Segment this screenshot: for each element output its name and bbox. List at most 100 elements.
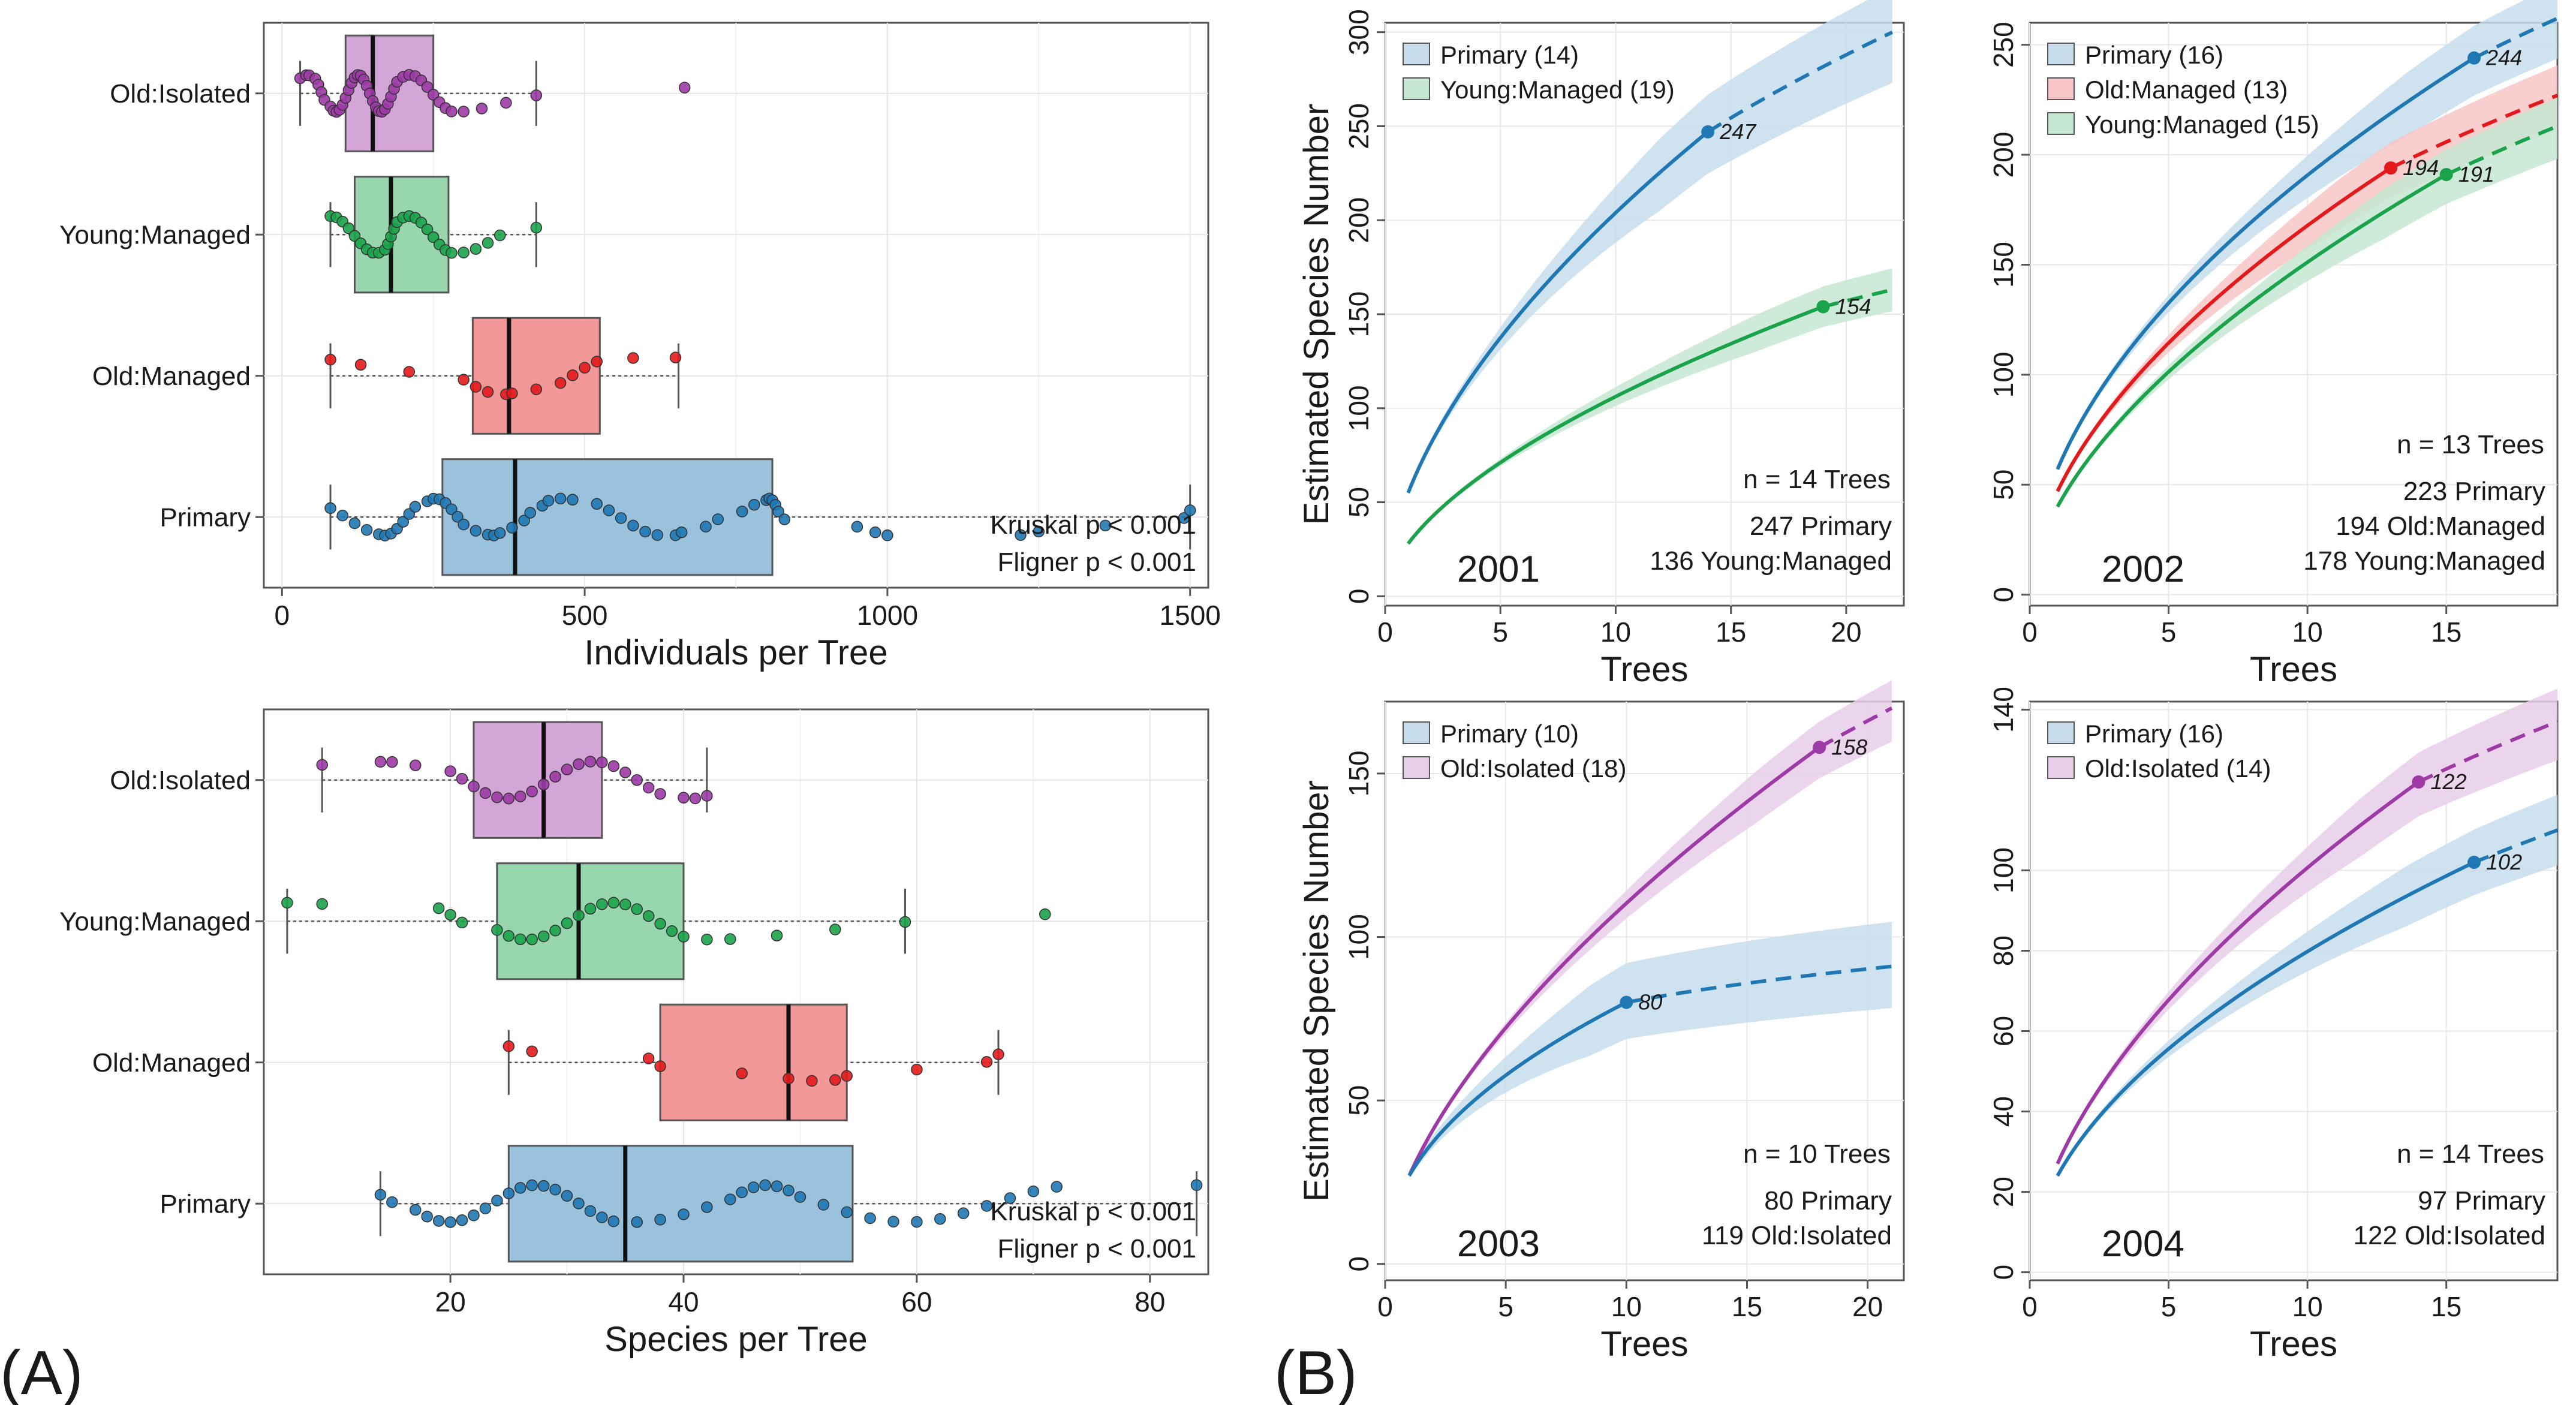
extrapolation-line-old-isolated xyxy=(1818,706,1893,749)
sample-point-label: 158 xyxy=(1831,735,1867,759)
box xyxy=(659,1003,848,1121)
data-point xyxy=(354,359,367,371)
data-point xyxy=(444,1216,456,1228)
data-point xyxy=(642,781,655,794)
data-point xyxy=(281,896,293,909)
data-point xyxy=(573,758,585,771)
data-point xyxy=(1099,519,1112,532)
sample-point-primary xyxy=(1620,995,1633,1009)
y-tick-label: 50 xyxy=(1343,1085,1374,1116)
data-point xyxy=(1027,1185,1040,1198)
curves-B-2003: 0 5 10 15 20 0 50 100 150 158 80 Primary (10) Old:Is… xyxy=(1297,680,1905,1364)
data-point xyxy=(631,1216,643,1228)
summary-annotation: n = 13 Trees xyxy=(2397,430,2544,459)
data-point xyxy=(573,909,585,922)
x-tick-label: 5 xyxy=(1498,1291,1513,1322)
data-point xyxy=(700,521,712,533)
box-old-managed xyxy=(324,317,682,435)
rarefaction-line-old-isolated xyxy=(1407,745,1820,1177)
data-point xyxy=(421,81,434,93)
y-tick-label: 0 xyxy=(1988,1265,2019,1280)
x-tick-label: 20 xyxy=(1852,1291,1883,1322)
data-point xyxy=(410,759,422,772)
data-point xyxy=(881,529,893,541)
ci-band-primary xyxy=(1409,922,1892,1179)
box xyxy=(496,862,685,980)
data-point xyxy=(701,1201,713,1213)
legend-key xyxy=(1403,756,1430,779)
summary-annotation: 97 Primary xyxy=(2418,1186,2545,1216)
data-point xyxy=(386,1196,398,1208)
sample-point-label: 102 xyxy=(2486,850,2522,874)
sample-point-primary xyxy=(2467,51,2481,65)
y-tick-label: 60 xyxy=(1988,1016,2019,1046)
data-point xyxy=(579,362,591,374)
data-point xyxy=(619,898,631,911)
year-label: 2001 xyxy=(1457,549,1540,590)
legend-key xyxy=(2047,43,2075,65)
data-point xyxy=(759,1179,771,1192)
data-point xyxy=(806,1075,818,1087)
data-point xyxy=(491,791,503,804)
summary-annotation: 247 Primary xyxy=(1750,512,1892,541)
sample-point-young-managed xyxy=(2439,168,2453,182)
data-point xyxy=(524,507,536,519)
data-point xyxy=(482,237,494,249)
extrapolation-line-young-managed xyxy=(1822,288,1893,309)
y-tick-label: 40 xyxy=(1988,1096,2019,1127)
data-point xyxy=(444,765,456,777)
summary-annotation: n = 14 Trees xyxy=(2397,1139,2544,1169)
data-point xyxy=(1015,529,1027,541)
extrapolation-line-old-isolated xyxy=(2418,720,2559,784)
y-tick-label: 80 xyxy=(1988,935,2019,966)
data-point xyxy=(607,1215,620,1228)
data-point xyxy=(980,1056,993,1068)
data-point xyxy=(468,780,480,793)
y-tick-label: 20 xyxy=(1988,1177,2019,1207)
data-point xyxy=(542,495,555,507)
data-point xyxy=(518,515,530,527)
data-point xyxy=(603,504,615,516)
boxplot-A-bottom: 20 40 60 80 Old:Isolated Young:Managed Old:Man… xyxy=(59,708,1209,1359)
data-point xyxy=(526,786,538,798)
y-tick-label: 150 xyxy=(1988,242,2019,288)
data-point xyxy=(584,756,597,768)
y-tick-label: 150 xyxy=(1343,751,1374,797)
boxplot-A-top: 0 500 1000 1500 Old:Isolated Young:Managed Old… xyxy=(59,22,1221,672)
sample-point-primary xyxy=(1701,125,1715,139)
ci-band-young-managed xyxy=(2057,98,2557,509)
data-point xyxy=(678,82,691,94)
year-label: 2002 xyxy=(2102,549,2184,590)
data-point xyxy=(561,763,573,775)
data-point xyxy=(675,526,688,538)
data-point xyxy=(458,246,470,258)
legend-key xyxy=(2047,77,2075,100)
data-point xyxy=(482,386,494,398)
data-point xyxy=(651,529,663,541)
ci-band-old-isolated xyxy=(2057,688,2557,1166)
data-point xyxy=(627,352,639,364)
legend-key xyxy=(1403,77,1430,100)
data-point xyxy=(506,522,518,534)
y-tick-label: 100 xyxy=(1988,847,2019,893)
category-label: Primary xyxy=(160,1189,251,1219)
x-axis-label: Trees xyxy=(2250,650,2337,689)
rarefaction-line-primary xyxy=(1406,130,1710,494)
x-tick-label: 10 xyxy=(2292,1291,2323,1322)
plot-frame xyxy=(2029,700,2559,1281)
ci-band-primary xyxy=(2057,0,2557,471)
summary-annotation: 223 Primary xyxy=(2403,477,2545,506)
data-point xyxy=(869,527,881,538)
data-point xyxy=(549,925,561,937)
data-point xyxy=(607,760,620,772)
extrapolation-line-primary xyxy=(1707,30,1894,134)
data-point xyxy=(458,374,470,386)
data-point xyxy=(479,787,492,799)
x-tick-label: 1000 xyxy=(857,600,918,631)
legend-label: Primary (14) xyxy=(1440,41,1579,69)
data-point xyxy=(452,511,464,523)
data-point xyxy=(639,525,651,538)
x-tick-label: 15 xyxy=(1732,1291,1762,1322)
data-point xyxy=(336,510,348,522)
sample-point-label: 80 xyxy=(1638,990,1662,1015)
